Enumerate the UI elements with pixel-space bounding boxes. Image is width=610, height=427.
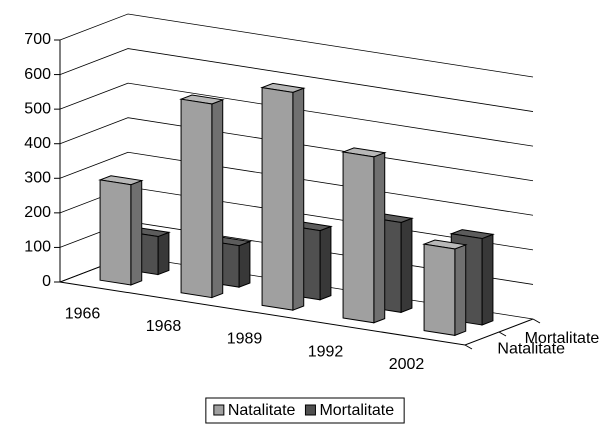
bar xyxy=(341,147,387,324)
y-tick-label: 700 xyxy=(24,31,51,48)
bar-side xyxy=(211,99,224,299)
bar-side xyxy=(400,217,413,314)
bar-front xyxy=(261,87,294,311)
bar-side xyxy=(238,240,251,288)
bar-side xyxy=(373,151,386,324)
bar xyxy=(179,94,225,299)
x-tick-label: 1966 xyxy=(65,306,101,323)
legend-label: Natalitate xyxy=(228,402,296,419)
x-tick-label: 1968 xyxy=(146,318,182,335)
bar-front xyxy=(342,151,375,324)
y-tick-label: 500 xyxy=(24,100,51,117)
bar-front xyxy=(180,98,213,299)
bar-side xyxy=(130,179,143,286)
bar-side xyxy=(454,244,467,337)
bar-side xyxy=(481,233,494,326)
depth-label: Natalitate xyxy=(497,340,565,357)
y-tick-label: 400 xyxy=(24,135,51,152)
legend: Natalitate Mortalitate xyxy=(205,397,405,424)
bar-front xyxy=(423,243,456,336)
depth-tick xyxy=(498,331,507,337)
y-tick-label: 0 xyxy=(42,273,51,290)
legend-label: Mortalitate xyxy=(319,402,394,419)
depth-tick xyxy=(464,344,473,350)
bar-front xyxy=(99,179,132,286)
x-tick-label: 1989 xyxy=(227,331,263,348)
grid-line xyxy=(59,48,534,112)
bar xyxy=(98,175,144,286)
y-tick-label: 600 xyxy=(24,66,51,83)
depth-label: Mortalitate xyxy=(525,330,600,347)
bar-side xyxy=(157,231,170,276)
bar xyxy=(422,239,468,337)
y-tick-label: 300 xyxy=(24,170,51,187)
depth-tick xyxy=(532,318,541,324)
grid-line xyxy=(59,117,534,182)
y-tick-label: 100 xyxy=(24,239,51,256)
legend-swatch xyxy=(213,404,225,416)
x-tick-label: 2002 xyxy=(389,356,425,373)
legend-swatch xyxy=(304,404,316,416)
bar-side xyxy=(319,225,332,301)
bar-side xyxy=(292,87,305,311)
grid-line xyxy=(59,13,534,78)
grid-line xyxy=(59,151,534,216)
grid-line xyxy=(59,82,534,147)
bar xyxy=(260,82,306,311)
x-tick-label: 1992 xyxy=(308,343,344,360)
y-tick-label: 200 xyxy=(24,204,51,221)
